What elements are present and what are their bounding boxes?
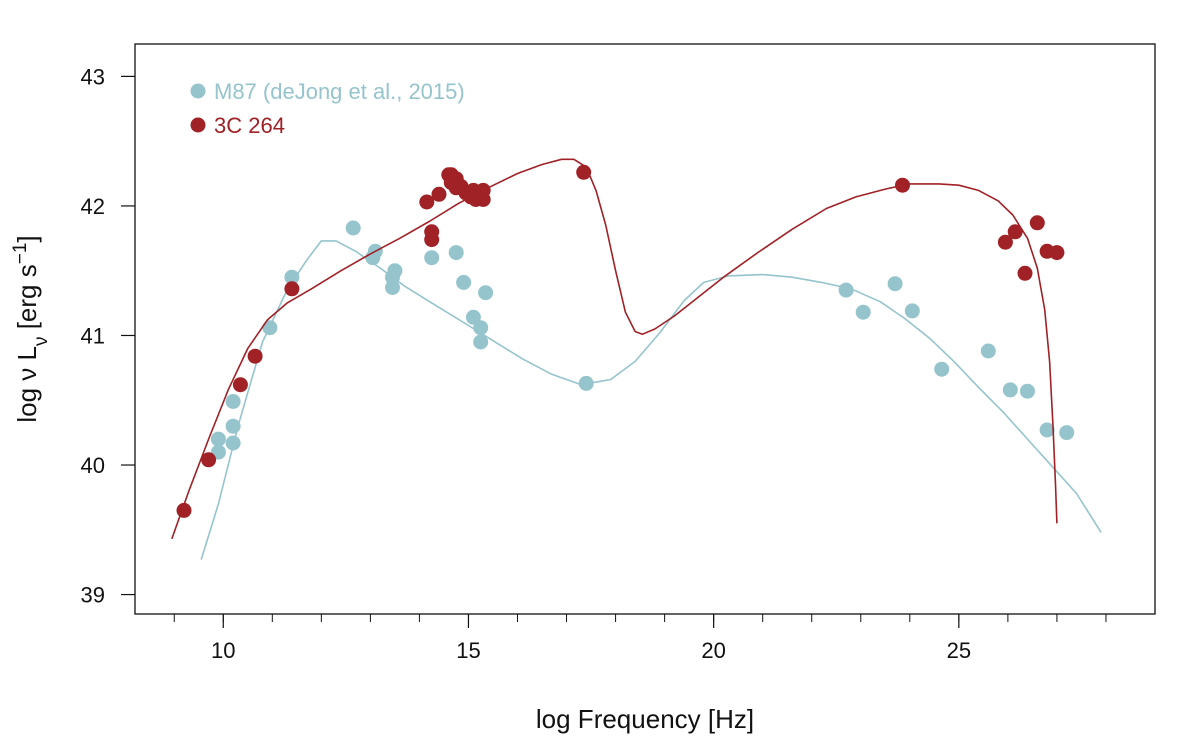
data-point xyxy=(262,320,278,336)
legend-marker xyxy=(190,83,206,99)
legend: M87 (deJong et al., 2015) 3C 264 xyxy=(190,79,465,138)
legend-marker xyxy=(190,117,206,133)
data-point xyxy=(201,452,217,468)
data-point xyxy=(419,194,435,210)
data-point xyxy=(210,431,226,447)
x-tick-label: 10 xyxy=(211,638,235,663)
data-point xyxy=(225,435,241,451)
data-point xyxy=(838,282,854,298)
data-point xyxy=(1049,245,1065,261)
data-point xyxy=(934,361,950,377)
data-point xyxy=(1020,383,1035,399)
x-tick-label: 25 xyxy=(947,638,971,663)
x-tick-label: 20 xyxy=(701,638,725,663)
data-point xyxy=(578,375,594,391)
data-point xyxy=(1017,265,1033,281)
data-point xyxy=(456,274,472,290)
data-point xyxy=(431,186,447,202)
data-point xyxy=(1007,224,1023,240)
y-tick-label: 41 xyxy=(81,323,105,348)
data-point xyxy=(475,182,491,198)
data-point xyxy=(1029,215,1045,231)
y-axis: 39 40 41 42 43 xyxy=(81,64,135,608)
data-point xyxy=(997,234,1013,250)
data-point xyxy=(478,285,494,301)
data-point xyxy=(225,418,241,434)
y-axis-title-exponent: −1 xyxy=(10,243,31,265)
data-point xyxy=(225,394,241,409)
data-point xyxy=(424,250,440,266)
legend-label: M87 (deJong et al., 2015) xyxy=(214,79,465,104)
legend-label: 3C 264 xyxy=(214,113,285,138)
x-tick-label: 15 xyxy=(456,638,480,663)
data-point xyxy=(424,232,440,248)
model-curve xyxy=(171,158,1058,540)
data-point xyxy=(176,502,192,518)
data-point xyxy=(576,164,592,180)
data-point xyxy=(284,281,300,297)
y-tick-label: 40 xyxy=(81,453,105,478)
y-tick-label: 39 xyxy=(81,583,105,608)
y-axis-title-subscript: ν xyxy=(31,337,52,347)
data-point xyxy=(1039,422,1055,438)
data-point xyxy=(345,220,361,236)
data-point xyxy=(473,320,489,336)
series-2 xyxy=(171,158,1065,540)
data-point xyxy=(980,343,996,359)
data-point xyxy=(855,304,871,320)
data-point xyxy=(448,245,464,261)
series-1 xyxy=(200,220,1102,560)
y-axis-title-unit: [erg s xyxy=(12,264,42,336)
data-point xyxy=(247,348,263,364)
data-point xyxy=(387,263,403,279)
data-point xyxy=(385,280,400,295)
y-tick-label: 42 xyxy=(81,194,105,219)
data-point xyxy=(904,303,920,319)
model-curve xyxy=(200,240,1102,560)
data-point xyxy=(1002,382,1018,398)
y-axis-title-close: ] xyxy=(12,235,42,242)
data-point xyxy=(284,269,300,285)
x-axis-title: log Frequency [Hz] xyxy=(536,704,754,734)
data-point xyxy=(465,309,481,325)
data-point xyxy=(887,276,903,292)
series-layer xyxy=(171,158,1102,560)
data-point xyxy=(232,377,248,393)
y-tick-label: 43 xyxy=(81,64,105,89)
x-axis: 10 15 20 25 xyxy=(173,614,1107,663)
y-axis-title-prefix: log ν L xyxy=(12,346,42,423)
data-point xyxy=(1059,425,1075,441)
y-axis-title: log ν Lν [erg s−1] xyxy=(10,235,52,422)
plot-frame xyxy=(134,43,1156,615)
data-point xyxy=(895,177,910,193)
data-point xyxy=(473,334,489,350)
